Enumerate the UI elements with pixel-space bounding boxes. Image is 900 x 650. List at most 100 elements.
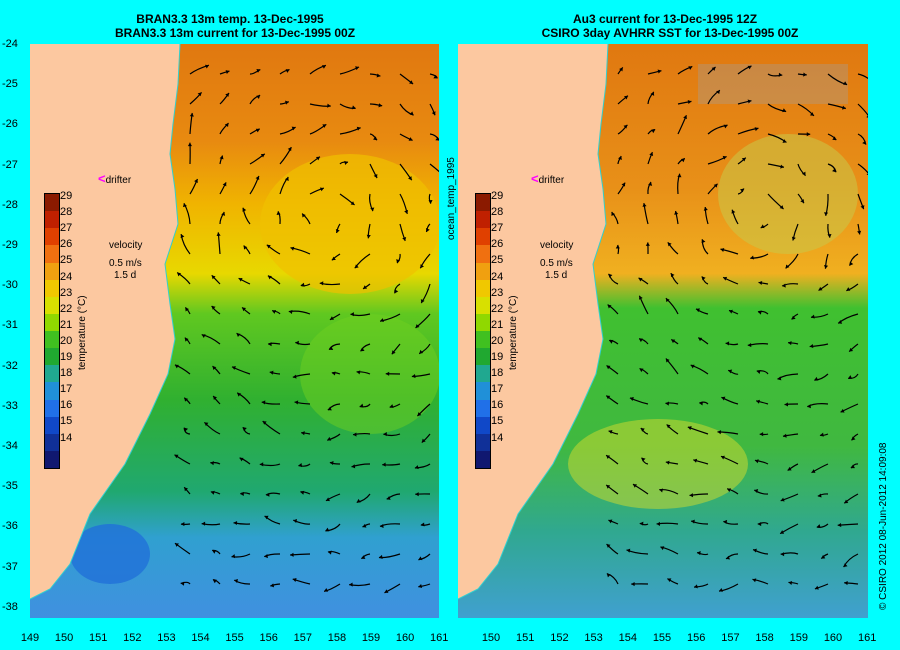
current-arrow-head [184,337,189,342]
current-arrow-head [350,201,355,205]
current-arrow-head [694,584,698,589]
current-arrow-head [818,286,823,291]
current-arrow-head [693,458,698,463]
current-arrow-head [174,454,179,459]
colorbar-swatch [476,262,490,280]
current-arrow-head [860,205,865,210]
colorbar-swatch [476,228,490,246]
current-arrow-head [747,343,752,348]
current-arrow [608,339,619,345]
current-arrow-head [420,299,425,304]
current-arrow-head [301,431,305,436]
left-speed-label: 0.5 m/s [109,258,142,269]
current-arrow-head [265,492,270,497]
current-arrow-head [237,392,242,397]
current-arrow-head [197,92,202,97]
current-arrow-head [687,100,692,105]
y-tick-label: -34 [2,440,18,452]
current-arrow-head [821,554,826,559]
x-tick-label-right: 151 [516,632,535,644]
x-tick-label-right: 160 [823,632,843,644]
current-arrow-head [698,337,703,342]
colorbar-swatch [45,382,59,400]
colorbar-swatch [45,365,59,383]
current-arrow-head [721,396,726,401]
colorbar-swatch [45,313,59,331]
current-arrow-head [321,65,326,69]
x-tick-label-right: 150 [481,632,501,644]
x-tick-label-left: 157 [293,632,312,644]
colorbar-tick-label: 16 [491,399,504,412]
colorbar-tick-label: 15 [491,415,504,428]
current-arrow-head [843,563,848,568]
current-arrow-head [212,579,217,584]
y-tick-label: -31 [2,319,18,332]
current-arrow-head [242,427,247,432]
current-arrow-head [866,115,868,118]
drifter-arrow-icon: < [98,171,106,186]
y-tick-label: -37 [2,560,18,573]
right-time-label: 1.5 d [545,270,568,281]
current-arrow-head [747,99,752,104]
current-arrow-head [639,368,644,373]
right-map-panel [458,44,868,618]
x-tick-label-right: 159 [789,632,808,644]
current-arrow-head [782,283,786,288]
current-arrow-head [329,346,334,350]
sst-warm-band [568,419,748,509]
y-tick-label: -25 [2,78,18,91]
current-arrow-head [820,432,824,437]
current-arrow-head [838,320,843,324]
current-arrow-head [185,307,189,312]
colorbar-swatch [476,416,490,434]
current-arrow-head [394,289,399,294]
current-arrow-head [671,339,676,344]
current-arrow-head [688,66,693,70]
current-arrow-head [757,310,762,315]
y-tick-label: -29 [2,239,18,251]
current-arrow-head [350,312,354,317]
current-arrow-head [292,374,297,379]
current-arrow-head [718,588,723,592]
current-arrow-head [433,74,438,79]
current-arrow-head [287,147,292,152]
current-arrow-head [716,90,720,95]
current-arrow-head [777,376,782,381]
x-tick-label-left: 154 [191,632,210,644]
current-arrow-head [335,229,340,233]
current-arrow-head [660,546,665,551]
current-arrow-head [180,581,185,586]
left-colorbar [44,193,60,469]
current-arrow-head [752,578,757,583]
x-tick-label-right: 158 [755,632,774,644]
colorbar-tick-label: 28 [491,206,504,219]
current-arrow-head [210,461,214,466]
current-arrow-head [319,281,324,286]
current-arrow-head [780,552,785,557]
current-arrow-head [827,233,832,238]
current-arrow-head [418,584,423,589]
current-arrow-head [419,349,424,354]
current-arrow-head [351,105,356,110]
left-map-svg [30,44,439,618]
colorbar-swatch [476,331,490,349]
current-arrow-head [728,309,733,314]
current-arrow-head [295,340,299,345]
current-arrow-head [618,156,622,160]
current-arrow-head [723,276,728,281]
x-tick-label-left: 152 [123,632,142,644]
left-drifter-marker: <drifter [98,171,131,186]
current-arrow-head [606,365,611,370]
current-arrow-head [754,127,759,132]
current-arrow-head [290,552,294,557]
current-arrow-head [284,177,289,182]
current-arrow-head [787,341,792,346]
current-arrow-head [425,228,430,233]
current-arrow-head [382,462,386,467]
current-arrow-head [212,549,217,554]
current-arrow-head [240,491,244,497]
current-arrow-head [325,527,330,532]
y-tick-label: -26 [2,118,18,131]
current-arrow-head [623,124,628,129]
current-arrow-head [373,174,378,179]
